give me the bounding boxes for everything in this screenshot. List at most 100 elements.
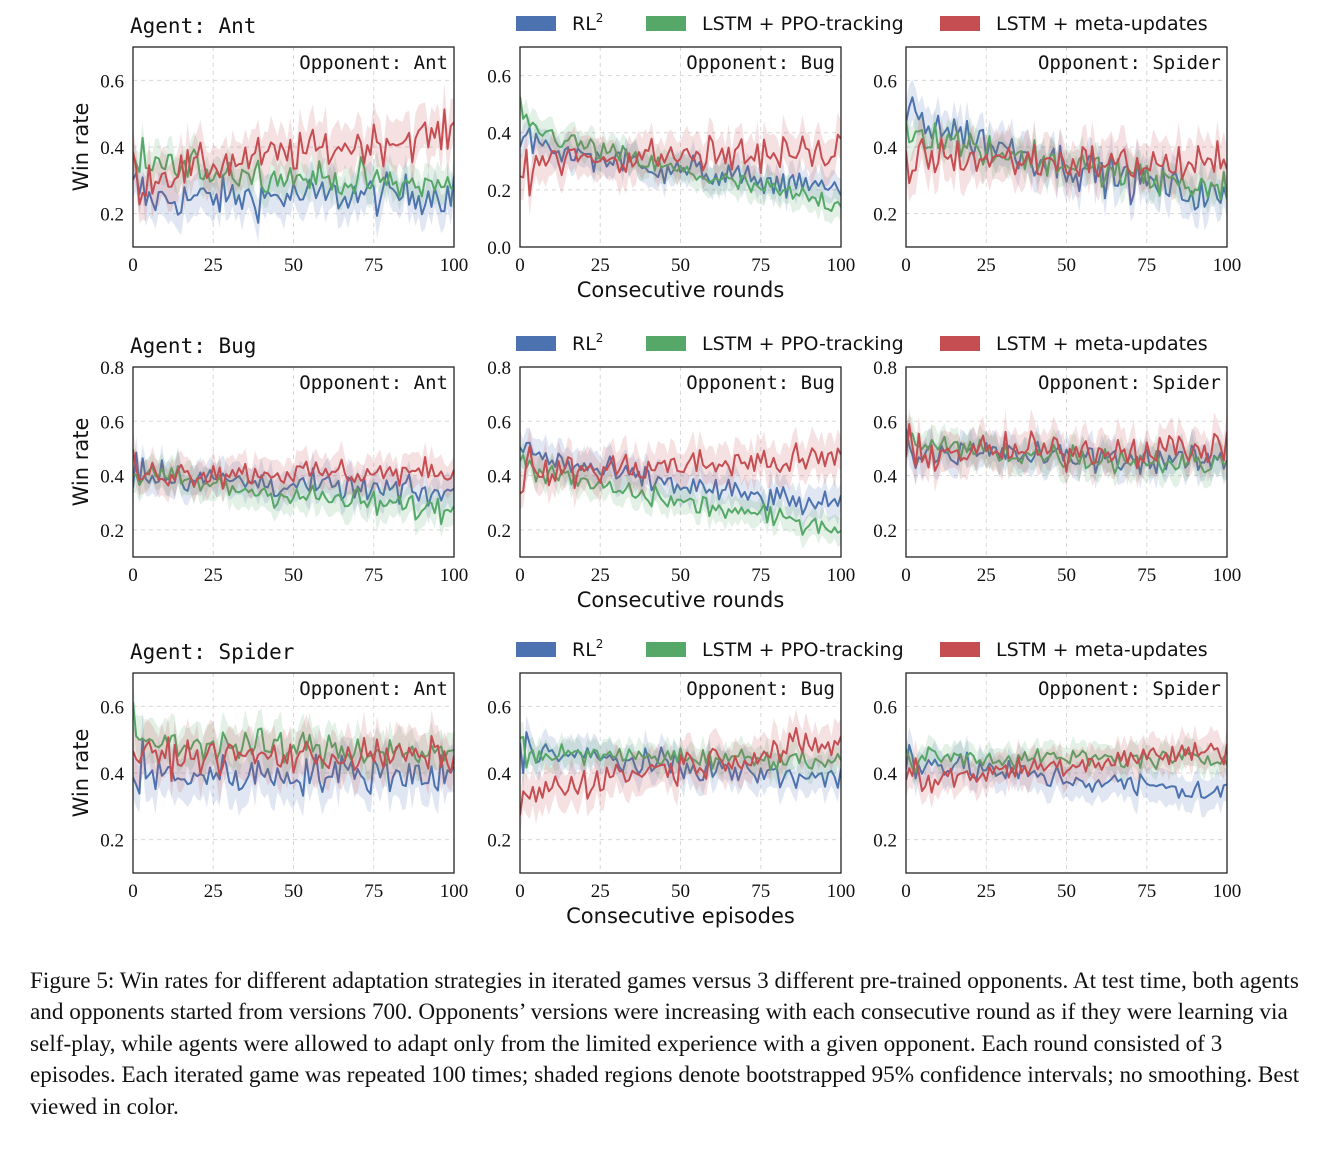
y-tick-label: 0.2 <box>487 521 511 542</box>
subplot-bug-vs-ant: 0 25 50 75 100 0.2 0.4 0.6 0.8 Opponent: Ant Agent… <box>69 334 468 586</box>
ci-band-1 <box>520 441 841 550</box>
subplot-ant-vs-bug: 0 25 50 75 100 0.0 0.2 0.4 0.6 Opponent: Bug Conse… <box>487 46 856 302</box>
y-tick-label: 0.6 <box>487 67 511 88</box>
axes-frame <box>519 366 842 558</box>
y-tick-label: 0.4 <box>100 138 124 159</box>
y-tick-label: 0.8 <box>873 358 897 379</box>
series-line-0 <box>133 737 454 797</box>
series-line-2 <box>520 442 841 495</box>
x-axis-label: Consecutive rounds <box>577 278 785 302</box>
y-tick-label: 0.2 <box>100 205 124 226</box>
y-tick-label: 0.4 <box>873 138 897 159</box>
y-tick-label: 0.4 <box>487 764 511 785</box>
legend-label: LSTM + PPO-tracking <box>702 333 904 355</box>
series-line-2 <box>520 133 841 197</box>
series-line-1 <box>520 735 841 771</box>
opponent-label: Opponent: Spider <box>1038 372 1221 394</box>
x-tick-label: 25 <box>591 565 610 586</box>
x-tick-label: 75 <box>364 255 383 276</box>
ci-band-1 <box>133 449 454 538</box>
agent-label: Agent: Ant <box>130 14 256 38</box>
legend-swatch <box>516 642 556 657</box>
series-line-1 <box>133 465 454 526</box>
x-tick-label: 0 <box>515 881 525 902</box>
subplot-spider-vs-spider: 0 25 50 75 100 0.2 0.4 0.6 Opponent: Spider <box>873 672 1242 902</box>
x-tick-label: 75 <box>1137 255 1156 276</box>
subplot-ant-vs-ant: 0 25 50 75 100 0.2 0.4 0.6 Opponent: Ant Agent: A… <box>69 14 468 276</box>
series-line-2 <box>133 108 454 206</box>
series-line-1 <box>906 746 1227 774</box>
y-tick-label: 0.2 <box>100 521 124 542</box>
legend-row-2: RL2 LSTM + PPO-tracking LSTM + meta-update… <box>516 331 1208 355</box>
series-line-1 <box>906 120 1227 201</box>
ci-band-2 <box>133 709 454 803</box>
y-axis-label: Win rate <box>69 103 93 192</box>
series-line-2 <box>133 735 454 783</box>
opponent-label: Opponent: Bug <box>686 372 835 394</box>
ci-band-1 <box>906 414 1227 489</box>
subplot-bug-vs-spider: 0 25 50 75 100 0.2 0.4 0.6 0.8 Opponent: Spider <box>873 358 1241 586</box>
series-line-0 <box>906 96 1227 211</box>
x-tick-label: 25 <box>977 881 996 902</box>
x-tick-label: 100 <box>827 881 856 902</box>
y-tick-label: 0.2 <box>873 831 897 852</box>
series-line-2 <box>906 423 1227 473</box>
x-tick-label: 50 <box>671 881 690 902</box>
series-line-2 <box>133 449 454 490</box>
legend-label: RL2 <box>572 331 603 355</box>
ci-band-0 <box>520 428 841 532</box>
ci-band-1 <box>906 105 1227 216</box>
subplot-spider-vs-bug: 0 25 50 75 100 0.2 0.4 0.6 Opponent: Bug Consecut… <box>487 672 856 928</box>
y-tick-label: 0.4 <box>873 764 897 785</box>
y-tick-label: 0.4 <box>487 124 511 145</box>
x-tick-label: 100 <box>827 255 856 276</box>
y-tick-label: 0.6 <box>873 71 897 92</box>
x-tick-label: 75 <box>1137 881 1156 902</box>
subplot-ant-vs-spider: 0 25 50 75 100 0.2 0.4 0.6 Opponent: Spider <box>873 46 1241 276</box>
legend-swatch <box>940 336 980 351</box>
opponent-label: Opponent: Spider <box>1038 678 1221 700</box>
legend-swatch <box>646 642 686 657</box>
series-line-0 <box>520 731 841 789</box>
x-axis-label: Consecutive episodes <box>566 904 795 928</box>
x-axis-label: Consecutive rounds <box>577 588 785 612</box>
opponent-label: Opponent: Ant <box>299 372 448 394</box>
y-tick-label: 0.2 <box>100 831 124 852</box>
axes-frame <box>905 366 1228 558</box>
opponent-label: Opponent: Ant <box>299 678 448 700</box>
y-tick-label: 0.4 <box>100 764 124 785</box>
x-tick-label: 25 <box>204 565 223 586</box>
y-tick-label: 0.0 <box>487 238 511 259</box>
x-tick-label: 0 <box>901 881 911 902</box>
opponent-label: Opponent: Bug <box>686 678 835 700</box>
legend-swatch <box>940 642 980 657</box>
x-tick-label: 100 <box>1213 881 1242 902</box>
ci-band-1 <box>520 722 841 786</box>
series-line-1 <box>520 96 841 213</box>
agent-label: Agent: Spider <box>130 640 294 664</box>
x-tick-label: 75 <box>364 565 383 586</box>
y-tick-label: 0.6 <box>100 697 124 718</box>
x-tick-label: 50 <box>284 881 303 902</box>
x-tick-label: 50 <box>1057 881 1076 902</box>
x-tick-label: 100 <box>1213 565 1242 586</box>
x-tick-label: 0 <box>128 565 138 586</box>
legend-swatch <box>646 336 686 351</box>
agent-label: Agent: Bug <box>130 334 256 358</box>
x-tick-label: 0 <box>901 565 911 586</box>
axes-frame <box>132 672 455 874</box>
y-axis-label: Win rate <box>69 418 93 507</box>
x-tick-label: 50 <box>284 565 303 586</box>
x-tick-label: 100 <box>440 881 469 902</box>
ci-band-2 <box>906 116 1227 203</box>
ci-band-2 <box>133 430 454 504</box>
x-tick-label: 75 <box>751 881 770 902</box>
x-tick-label: 0 <box>128 881 138 902</box>
x-tick-label: 75 <box>751 565 770 586</box>
axes-frame <box>905 672 1228 874</box>
legend-swatch <box>646 16 686 31</box>
legend-label: LSTM + PPO-tracking <box>702 13 904 35</box>
axes-frame <box>519 672 842 874</box>
legend-label: RL2 <box>572 637 603 661</box>
y-tick-label: 0.6 <box>873 412 897 433</box>
